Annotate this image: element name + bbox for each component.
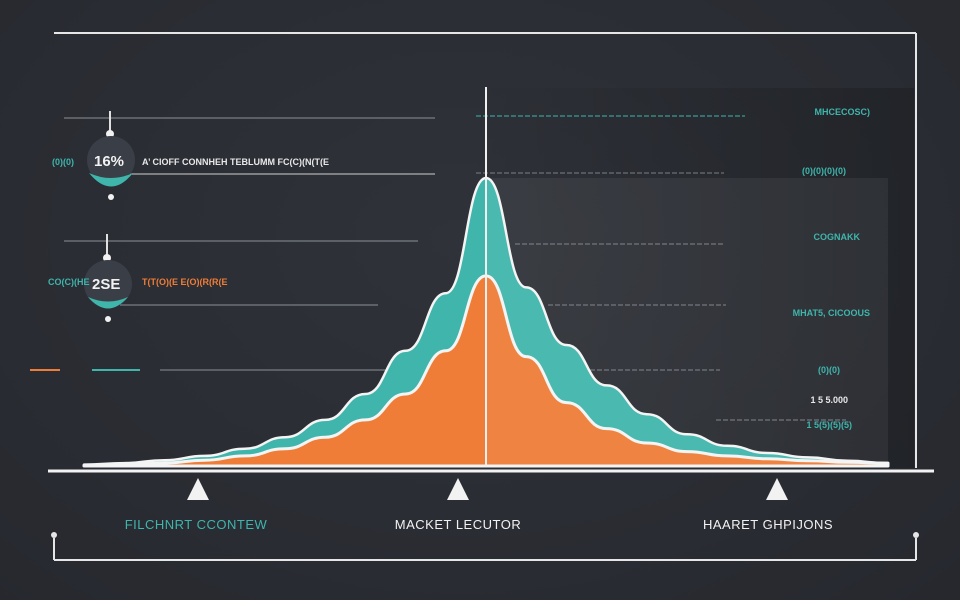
badge-marker bbox=[87, 111, 135, 200]
annotation-right: COGNAKK bbox=[814, 232, 861, 242]
annotation-right: (0)(0) bbox=[818, 365, 840, 375]
badge-value: 16% bbox=[94, 153, 124, 170]
category-marker bbox=[766, 478, 788, 500]
bottom-bracket bbox=[53, 538, 917, 561]
series-highlight bbox=[486, 178, 888, 466]
bracket-dot bbox=[51, 532, 57, 538]
annotation-left: (0)(0) bbox=[52, 157, 74, 167]
annotation-left: CO(C)(HE bbox=[48, 277, 90, 287]
annotation-left: T(T(O)(E E(O)(R(R(E bbox=[142, 277, 227, 287]
badge-value: 2SE bbox=[92, 276, 120, 293]
annotation-right: MHCECOSC) bbox=[815, 107, 871, 117]
category-marker bbox=[187, 478, 209, 500]
badge-marker bbox=[84, 234, 132, 322]
annotation-left: A’ CIOFF CONNHEH TEBLUMM FC(C)(N(T(E bbox=[142, 157, 329, 167]
category-marker bbox=[447, 478, 469, 500]
right-guides bbox=[476, 115, 846, 421]
annotation-right: 1 5(5)(5)(5) bbox=[806, 420, 852, 430]
annotation-right: MHAT5, CICOOUS bbox=[793, 308, 870, 318]
category-label: FILCHNRT CCONTEW bbox=[125, 517, 268, 532]
category-label: HAARET GHPIJONS bbox=[703, 517, 833, 532]
category-label: MACKET LECUTOR bbox=[395, 517, 521, 532]
bracket-dot bbox=[913, 532, 919, 538]
annotation-right: 1 5 5.000 bbox=[810, 395, 848, 405]
annotation-right: (0)(0)(0)(0) bbox=[802, 166, 846, 176]
